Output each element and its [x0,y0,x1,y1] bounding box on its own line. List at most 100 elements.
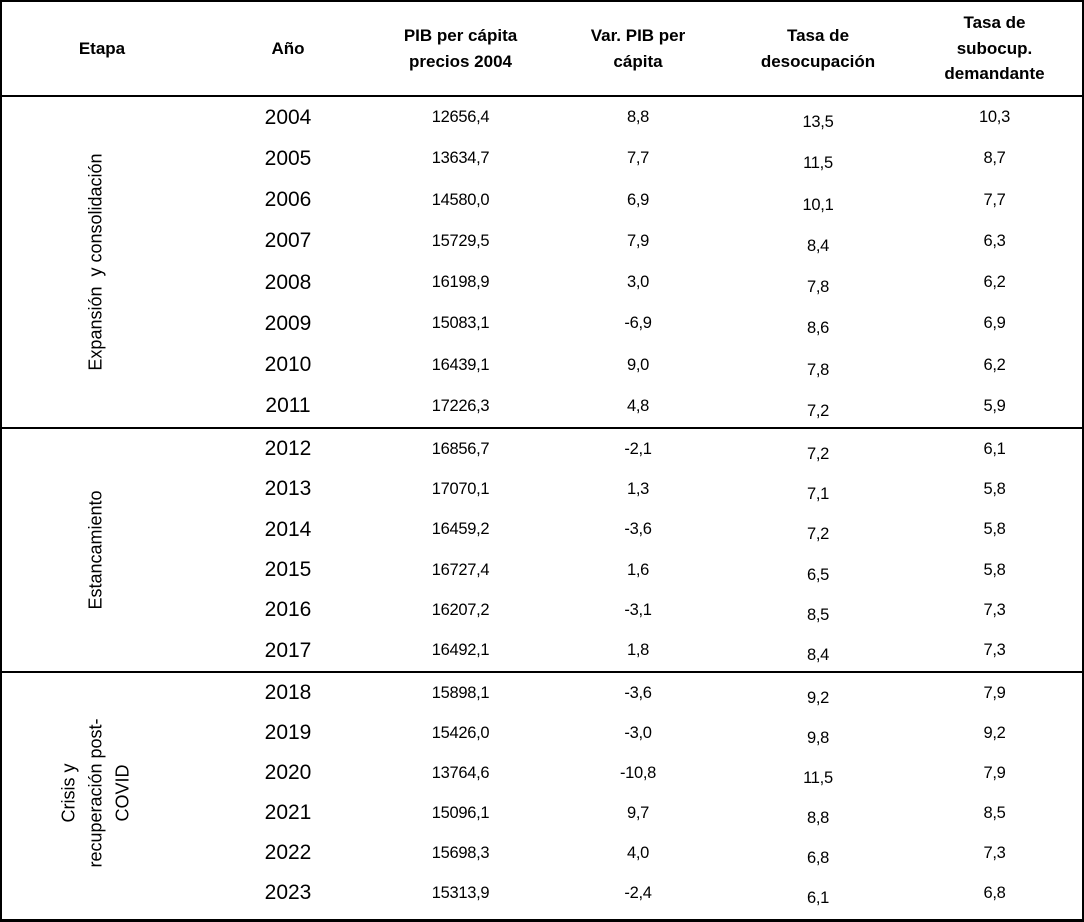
desocupacion-cell: 13,5 [802,113,834,132]
stage-label: Estancamiento [85,490,106,610]
desocupacion-cell: 10,1 [802,195,834,214]
subocupacion-cell: 6,8 [983,883,1006,902]
year-cell: 2013 [264,477,312,501]
year-cell: 2007 [264,229,312,253]
pib-cell: 16459,2 [431,520,490,539]
year-cell: 2020 [264,761,312,784]
subocupacion-cell: 6,3 [983,231,1006,250]
subocupacion-cell: 7,3 [983,600,1006,619]
var-pib-cell: 3,0 [626,273,650,292]
var-pib-cell: 1,3 [626,479,650,498]
pib-cell: 15898,1 [431,683,490,702]
year-cell: 2022 [264,841,312,864]
pib-cell: 13634,7 [431,149,490,168]
col-header-pib: PIB per cápita precios 2004 [403,26,518,71]
var-pib-cell: 4,8 [626,396,650,415]
var-pib-cell: -3,6 [624,683,652,702]
desocupacion-cell: 7,1 [806,484,830,503]
year-cell: 2016 [264,598,312,622]
col-header-var: Var. PIB per cápita [590,26,686,71]
pib-cell: 16727,4 [431,560,490,579]
pib-cell: 16439,1 [431,355,490,374]
year-cell: 2012 [264,437,312,461]
subocupacion-cell: 7,3 [983,843,1006,862]
subocupacion-cell: 7,3 [983,641,1006,660]
year-cell: 2008 [264,270,312,294]
subocupacion-cell: 7,7 [983,190,1006,209]
pib-cell: 16207,2 [431,600,490,619]
stage-section: Expansión y consolidación 2004 12656,4 8,8 1… [2,97,1082,427]
stage-label-cell: Crisis y recuperación post- COVID [2,673,202,913]
year-cell: 2017 [264,638,312,662]
desocupacion-cell: 11,5 [803,154,833,173]
subocupacion-cell: 5,8 [983,560,1006,579]
subocupacion-cell: 5,8 [983,520,1006,539]
desocupacion-cell: 7,2 [806,444,830,463]
pib-cell: 12656,4 [431,108,490,127]
var-pib-cell: 1,6 [626,560,650,579]
var-pib-cell: 7,9 [626,231,650,250]
year-cell: 2004 [264,105,312,129]
subocupacion-cell: 6,1 [983,439,1006,458]
var-pib-cell: -2,4 [624,883,652,902]
var-pib-cell: 7,7 [626,149,650,168]
desocupacion-cell: 8,4 [806,646,830,665]
subocupacion-cell: 6,2 [983,273,1006,292]
year-cell: 2023 [264,881,312,904]
desocupacion-cell: 11,5 [803,768,833,787]
pib-cell: 15083,1 [431,314,490,333]
subocupacion-cell: 8,5 [983,803,1006,822]
subocupacion-cell: 9,2 [983,723,1006,742]
year-cell: 2015 [264,558,312,582]
var-pib-cell: -3,0 [624,723,652,742]
stage-label-cell: Estancamiento [2,429,202,671]
var-pib-cell: 6,9 [626,190,650,209]
pib-cell: 15729,5 [431,231,490,250]
year-cell: 2010 [264,353,312,377]
year-cell: 2018 [264,681,312,704]
stage-section: Crisis y recuperación post- COVID 2018 158… [2,671,1082,913]
stage-section: Estancamiento 2012 16856,7 -2,1 7,2 6,1 2013 17… [2,427,1082,671]
subocupacion-cell: 7,9 [983,763,1006,782]
desocupacion-cell: 8,5 [806,605,830,624]
var-pib-cell: 9,0 [626,355,650,374]
pib-cell: 16492,1 [431,641,490,660]
pib-cell: 16856,7 [431,439,490,458]
subocupacion-cell: 6,9 [983,314,1006,333]
subocupacion-cell: 5,8 [983,479,1006,498]
subocupacion-cell: 10,3 [979,108,1010,127]
var-pib-cell: -3,6 [624,520,652,539]
subocupacion-cell: 7,9 [983,683,1006,702]
year-cell: 2009 [264,311,312,335]
year-cell: 2019 [264,721,312,744]
year-cell: 2005 [264,146,312,170]
stage-label-cell: Expansión y consolidación [2,97,202,427]
desocupacion-cell: 8,4 [806,236,830,255]
year-cell: 2011 [265,394,311,418]
table-body: Expansión y consolidación 2004 12656,4 8,8 1… [2,97,1082,913]
desocupacion-cell: 7,2 [806,525,830,544]
table-header-row: Etapa Año PIB per cápita precios 2004 Va… [2,2,1082,97]
stage-label: Expansión y consolidación [85,153,106,371]
pib-cell: 17070,1 [431,479,490,498]
pib-cell: 16198,9 [431,273,490,292]
stage-label: Crisis y recuperación post- COVID [58,718,133,868]
desocupacion-cell: 6,1 [806,888,830,907]
var-pib-cell: -6,9 [624,314,652,333]
var-pib-cell: 8,8 [626,108,650,127]
desocupacion-cell: 6,8 [806,848,830,867]
pib-cell: 14580,0 [431,190,490,209]
subocupacion-cell: 8,7 [983,149,1006,168]
col-header-ano: Año [271,38,305,58]
var-pib-cell: 9,7 [626,803,650,822]
pib-cell: 13764,6 [431,763,490,782]
var-pib-cell: 4,0 [626,843,650,862]
var-pib-cell: -2,1 [624,439,652,458]
year-cell: 2014 [264,517,312,541]
subocupacion-cell: 5,9 [983,396,1006,415]
desocupacion-cell: 9,2 [806,688,830,707]
desocupacion-cell: 7,8 [806,360,830,379]
desocupacion-cell: 9,8 [806,728,830,747]
col-header-subocup: Tasa de subocup. demandante [944,13,1045,84]
